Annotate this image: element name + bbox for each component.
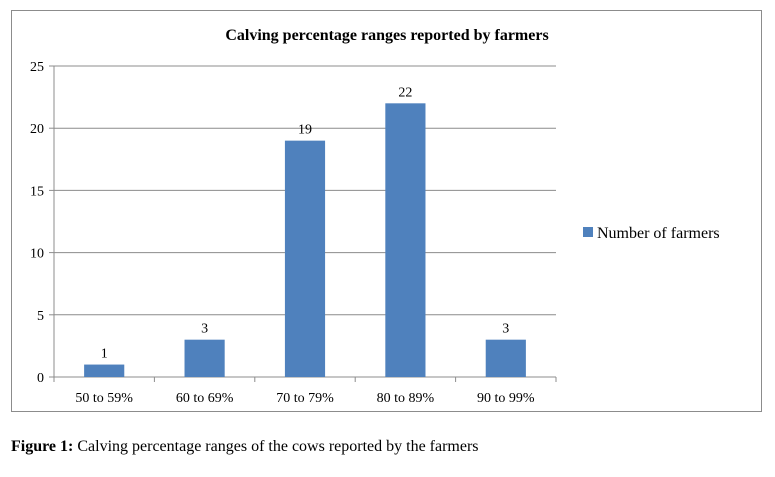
y-tick-label: 10 [30, 247, 44, 262]
y-tick-label: 15 [30, 184, 44, 199]
chart-title: Calving percentage ranges reported by fa… [225, 27, 548, 44]
x-tick-label: 50 to 59% [75, 391, 133, 406]
figure-caption: Figure 1: Calving percentage ranges of t… [11, 438, 479, 456]
bar-3 [284, 140, 326, 377]
y-tick-label: 5 [37, 309, 44, 324]
y-tick-label: 20 [30, 122, 44, 137]
bar-2 [184, 339, 225, 377]
caption-label: Figure 1: [11, 438, 74, 455]
legend-swatch [583, 227, 593, 237]
bar-1 [84, 364, 125, 377]
data-label: 1 [101, 347, 108, 362]
caption-text: Calving percentage ranges of the cows re… [77, 438, 479, 455]
y-tick-label: 0 [37, 371, 44, 386]
x-tick-label: 90 to 99% [477, 391, 535, 406]
x-tick-label: 60 to 69% [176, 391, 234, 406]
x-tick-label: 70 to 79% [276, 391, 334, 406]
x-tick-label: 80 to 89% [377, 391, 435, 406]
data-label: 19 [298, 123, 312, 138]
legend-label: Number of farmers [597, 225, 720, 242]
bar-5 [485, 339, 526, 377]
bar-chart: Calving percentage ranges reported by fa… [30, 27, 720, 406]
data-label: 3 [201, 322, 208, 337]
y-tick-label: 25 [30, 60, 44, 75]
data-label: 3 [502, 322, 509, 337]
bar-4 [385, 103, 426, 377]
chart-frame: Calving percentage ranges reported by fa… [11, 10, 762, 412]
data-label: 22 [398, 85, 412, 100]
